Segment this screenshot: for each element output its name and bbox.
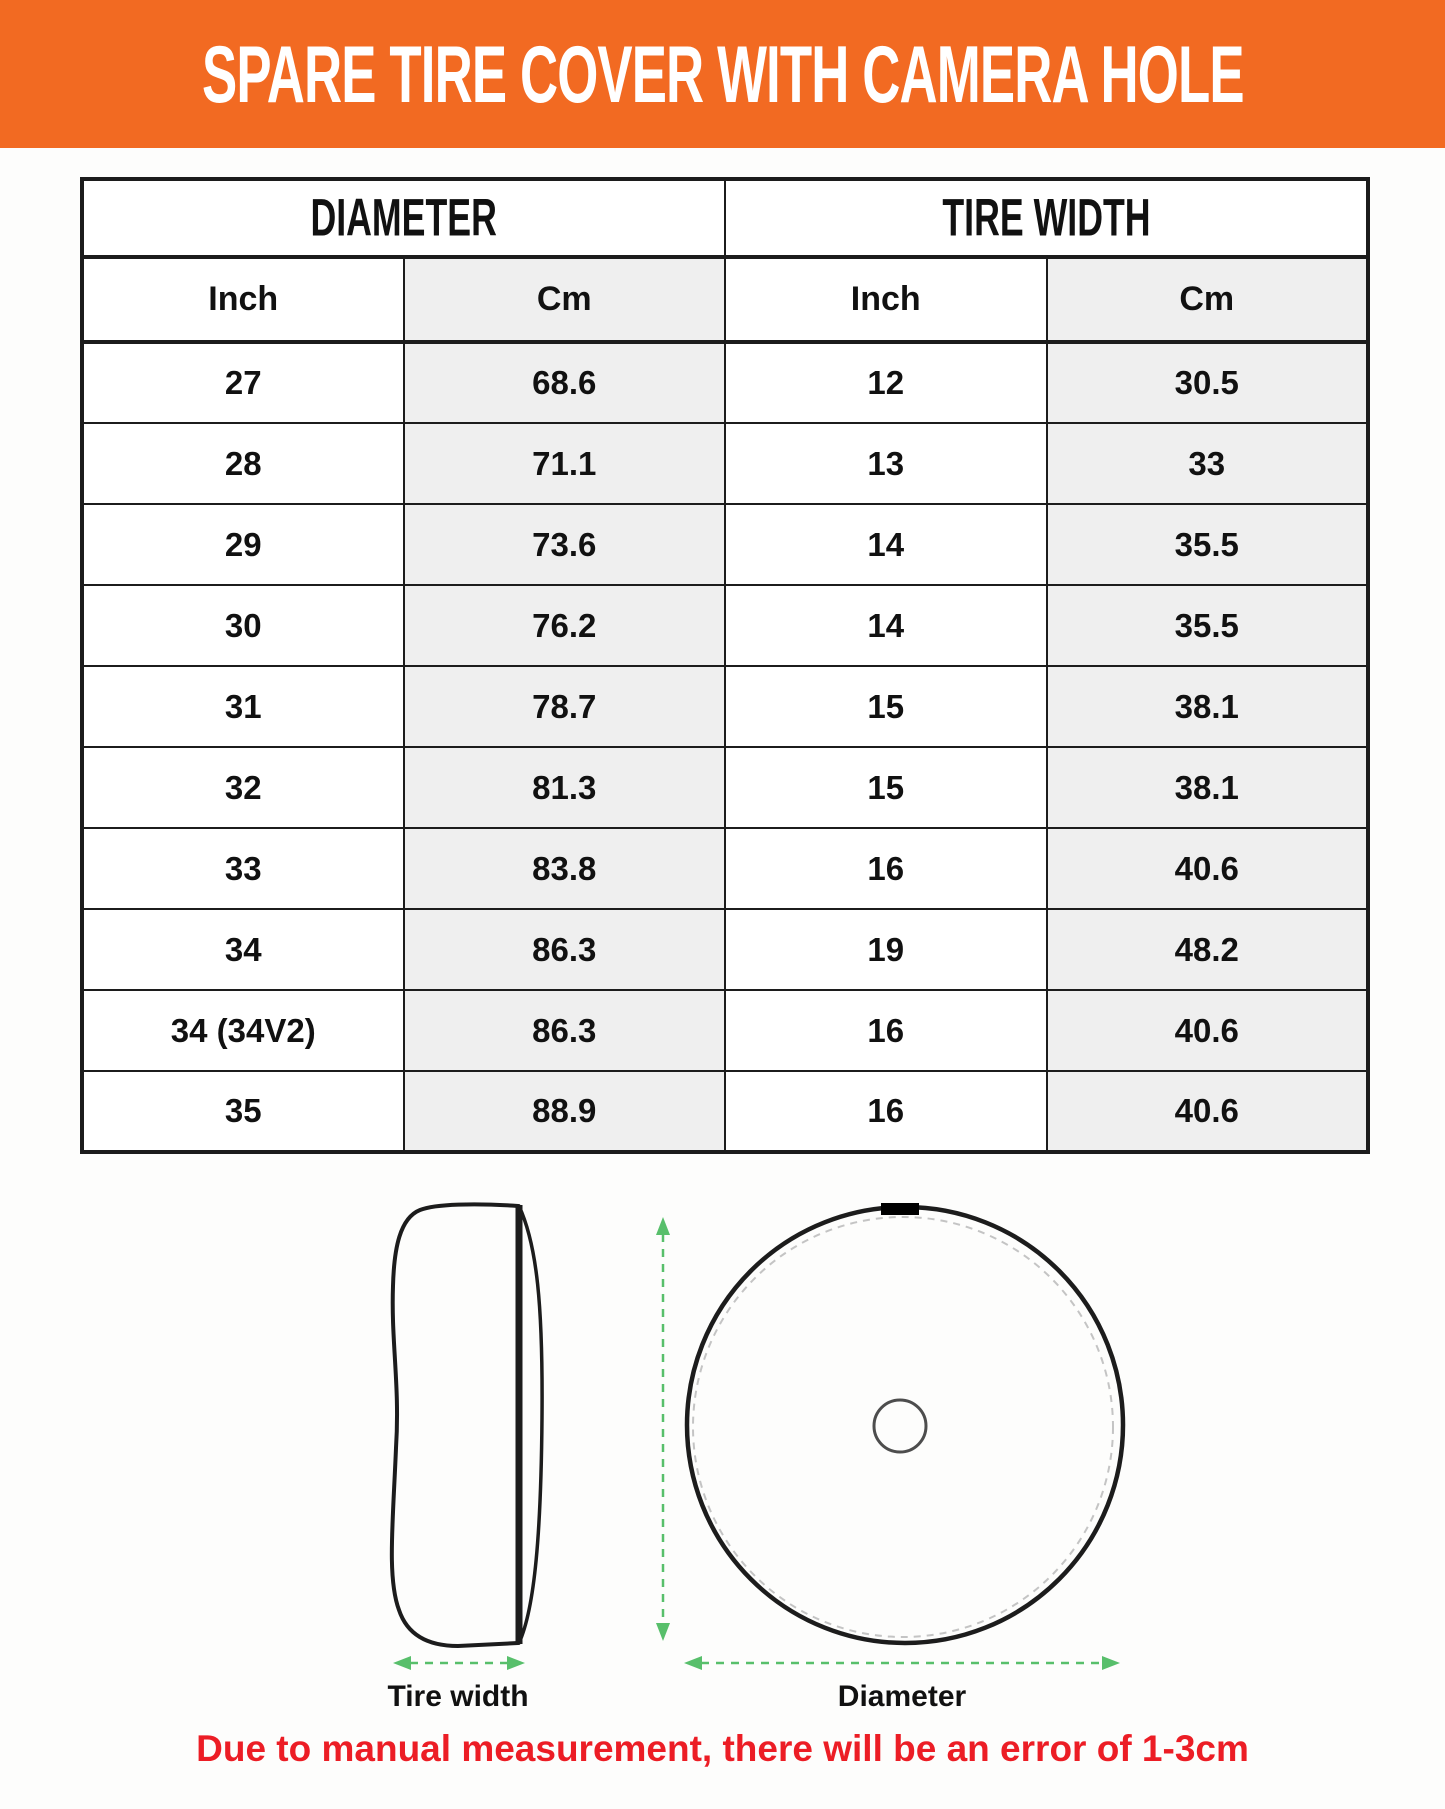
- width-cm-cell: 35.5: [1045, 503, 1369, 586]
- diameter-inch-cell: 31: [81, 665, 405, 748]
- tire-side-profile: [389, 1202, 520, 1649]
- seam-dashed-circle: [692, 1216, 1114, 1638]
- diameter-cm-cell: 86.3: [402, 908, 726, 991]
- width-inch-cell: 14: [724, 503, 1048, 586]
- width-inch-header: Inch: [724, 256, 1048, 344]
- diameter-cm-cell: 71.1: [402, 422, 726, 505]
- diameter-cm-cell: 86.3: [402, 989, 726, 1072]
- width-cm-cell: 40.6: [1045, 989, 1369, 1072]
- width-cm-header: Cm: [1045, 256, 1369, 344]
- tire-front-view: [684, 1203, 1126, 1646]
- tire-diagram-svg: Tire width Diameter: [387, 1202, 1126, 1713]
- width-cm-cell: 33: [1045, 422, 1369, 505]
- width-inch-cell: 15: [724, 665, 1048, 748]
- width-cm-cell: 48.2: [1045, 908, 1369, 991]
- measurement-diagram: Tire width Diameter: [300, 1190, 1180, 1720]
- dimension-arrows: [393, 1217, 1120, 1670]
- table-row: 31 78.7 15 38.1: [81, 665, 1369, 748]
- camera-hole: [872, 1398, 928, 1454]
- arrowhead-icon: [507, 1656, 525, 1670]
- table-row: 32 81.3 15 38.1: [81, 746, 1369, 829]
- table-row: 33 83.8 16 40.6: [81, 827, 1369, 910]
- diameter-group-header: DIAMETER: [81, 178, 726, 259]
- width-cm-cell: 30.5: [1045, 341, 1369, 424]
- width-inch-cell: 12: [724, 341, 1048, 424]
- header-banner: SPARE TIRE COVER WITH CAMERA HOLE: [0, 0, 1445, 148]
- tire-front-circle: [684, 1204, 1126, 1646]
- diameter-cm-cell: 83.8: [402, 827, 726, 910]
- diameter-cm-cell: 81.3: [402, 746, 726, 829]
- tire-width-group-header: TIRE WIDTH: [724, 178, 1369, 259]
- tire-width-label: Tire width: [387, 1680, 528, 1713]
- table-row: 34 (34V2) 86.3 16 40.6: [81, 989, 1369, 1072]
- width-inch-cell: 15: [724, 746, 1048, 829]
- width-cm-cell: 38.1: [1045, 746, 1369, 829]
- diameter-cm-cell: 78.7: [402, 665, 726, 748]
- page-title: SPARE TIRE COVER WITH CAMERA HOLE: [201, 29, 1245, 119]
- diameter-inch-header: Inch: [81, 256, 405, 344]
- arrowhead-icon: [656, 1623, 670, 1641]
- diameter-inch-cell: 32: [81, 746, 405, 829]
- table-row: 28 71.1 13 33: [81, 422, 1369, 505]
- diameter-inch-cell: 28: [81, 422, 405, 505]
- width-inch-cell: 19: [724, 908, 1048, 991]
- arrowhead-icon: [656, 1217, 670, 1235]
- width-cm-cell: 40.6: [1045, 1070, 1369, 1153]
- tire-side-view: [389, 1202, 544, 1649]
- diameter-cm-cell: 73.6: [402, 503, 726, 586]
- sub-header-row: Inch Cm Inch Cm: [81, 256, 1369, 344]
- diameter-cm-cell: 68.6: [402, 341, 726, 424]
- table-row: 35 88.9 16 40.6: [81, 1070, 1369, 1153]
- tire-sidewall-bulge: [517, 1204, 544, 1645]
- diameter-inch-cell: 35: [81, 1070, 405, 1153]
- width-cm-cell: 38.1: [1045, 665, 1369, 748]
- measurement-disclaimer: Due to manual measurement, there will be…: [196, 1728, 1249, 1769]
- width-inch-cell: 13: [724, 422, 1048, 505]
- diameter-inch-cell: 34 (34V2): [81, 989, 405, 1072]
- arrowhead-icon: [684, 1656, 702, 1670]
- table-row: 34 86.3 19 48.2: [81, 908, 1369, 991]
- arrowhead-icon: [1102, 1656, 1120, 1670]
- mounting-strap: [881, 1203, 919, 1215]
- diameter-cm-cell: 76.2: [402, 584, 726, 667]
- group-header-row: DIAMETER TIRE WIDTH: [81, 178, 1369, 259]
- width-cm-cell: 40.6: [1045, 827, 1369, 910]
- size-table: DIAMETER TIRE WIDTH Inch Cm Inch Cm 27 6…: [80, 177, 1370, 1154]
- table-row: 29 73.6 14 35.5: [81, 503, 1369, 586]
- diameter-cm-cell: 88.9: [402, 1070, 726, 1153]
- diameter-group-label: DIAMETER: [310, 188, 498, 247]
- diameter-inch-cell: 34: [81, 908, 405, 991]
- table-row: 27 68.6 12 30.5: [81, 341, 1369, 424]
- width-cm-cell: 35.5: [1045, 584, 1369, 667]
- arrowhead-icon: [393, 1656, 411, 1670]
- tire-width-group-label: TIRE WIDTH: [941, 188, 1151, 247]
- width-inch-cell: 16: [724, 827, 1048, 910]
- diameter-inch-cell: 33: [81, 827, 405, 910]
- diameter-inch-cell: 27: [81, 341, 405, 424]
- diameter-cm-header: Cm: [402, 256, 726, 344]
- diameter-inch-cell: 29: [81, 503, 405, 586]
- width-inch-cell: 16: [724, 1070, 1048, 1153]
- diameter-label: Diameter: [838, 1680, 967, 1713]
- table-row: 30 76.2 14 35.5: [81, 584, 1369, 667]
- diameter-inch-cell: 30: [81, 584, 405, 667]
- size-chart-table: DIAMETER TIRE WIDTH Inch Cm Inch Cm 27 6…: [80, 177, 1370, 1154]
- width-inch-cell: 16: [724, 989, 1048, 1072]
- width-inch-cell: 14: [724, 584, 1048, 667]
